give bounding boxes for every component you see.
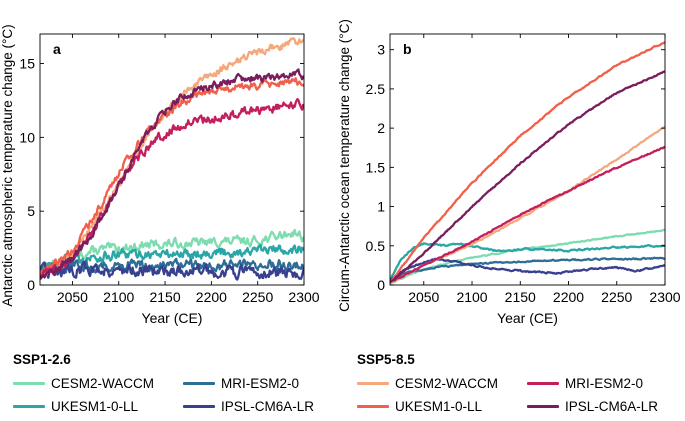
series-line-ssp585-mri-esm2-0	[390, 145, 665, 284]
legend-swatch	[13, 382, 45, 385]
x-tick-label: 2050	[408, 289, 439, 305]
x-tick-label: 2200	[553, 289, 584, 305]
panel-a: 2050 2100 2150 2200 2250 2300 0 5 10 15 Year (CE) A…	[0, 24, 320, 326]
legend-swatch	[527, 382, 559, 385]
x-tick-label: 2250	[601, 289, 632, 305]
legend-item-ssp585-mri: MRI-ESM2-0	[527, 376, 643, 391]
legend-item-ssp126-ipsl: IPSL-CM6A-LR	[183, 399, 314, 414]
legend-swatch	[13, 405, 45, 408]
y-tick-label: 2.5	[366, 81, 386, 97]
legend-item-ssp126-mri: MRI-ESM2-0	[183, 376, 299, 391]
x-tick-label: 2250	[242, 289, 273, 305]
legend-label: MRI-ESM2-0	[565, 376, 644, 391]
x-tick-label: 2300	[649, 289, 680, 305]
legend-label: IPSL-CM6A-LR	[565, 399, 659, 414]
y-axis-label: Antarctic atmospheric temperature change…	[0, 24, 15, 306]
x-tick-label: 2150	[149, 289, 180, 305]
y-tick-label: 15	[19, 56, 35, 72]
series-line-ssp585-ipsl-cm6a-lr	[390, 70, 665, 284]
series-group	[390, 41, 665, 285]
series-line-ssp585-ukesm1-0-ll	[390, 41, 665, 284]
legend-title-ssp126: SSP1-2.6	[13, 352, 71, 367]
x-tick-label: 2100	[103, 289, 134, 305]
panel-b: 2050 2100 2150 2200 2250 2300 0 0.5 1 1.5 2 2.5 3 Yea…	[337, 19, 681, 326]
legend-label: UKESM1-0-LL	[395, 399, 483, 414]
x-tick-label: 2300	[288, 289, 319, 305]
series-group	[40, 37, 304, 281]
legend-swatch	[527, 405, 559, 408]
legend-swatch	[357, 405, 389, 408]
series-line-ssp126-mri-esm2-0	[390, 256, 665, 282]
y-tick-label: 10	[19, 129, 35, 145]
panel-label: b	[403, 41, 412, 57]
series-line-ssp585-ukesm1-0-ll	[40, 77, 304, 275]
axes-frame	[39, 33, 305, 286]
legend-swatch	[357, 382, 389, 385]
series-line-ssp126-ukesm1-0-ll	[390, 242, 665, 282]
legend-label: CESM2-WACCM	[395, 376, 498, 391]
legend-swatch	[183, 382, 215, 385]
x-tick-label: 2200	[196, 289, 227, 305]
legend-label: MRI-ESM2-0	[221, 376, 300, 391]
x-tick-label: 2050	[57, 289, 88, 305]
legend-label: UKESM1-0-LL	[51, 399, 139, 414]
x-tick-label: 2100	[456, 289, 487, 305]
legend-item-ssp585-cesm2: CESM2-WACCM	[357, 376, 498, 391]
legend-label: CESM2-WACCM	[51, 376, 154, 391]
y-tick-label: 2	[377, 120, 385, 136]
legend-item-ssp585-ukesm: UKESM1-0-LL	[357, 399, 482, 414]
y-tick-label: 5	[27, 203, 35, 219]
legend-label: IPSL-CM6A-LR	[221, 399, 315, 414]
legend-item-ssp126-ukesm: UKESM1-0-LL	[13, 399, 138, 414]
series-line-ssp126-cesm2-waccm	[390, 228, 665, 285]
y-axis-label: Circum-Antarctic ocean temperature chang…	[337, 19, 352, 312]
panel-label: a	[53, 41, 61, 57]
y-tick-label: 0	[377, 277, 385, 293]
legend-item-ssp585-ipsl: IPSL-CM6A-LR	[527, 399, 658, 414]
y-tick-label: 1	[377, 199, 385, 215]
series-line-ssp126-ipsl-cm6a-lr	[40, 260, 304, 281]
x-tick-label: 2150	[505, 289, 536, 305]
legend-title-ssp585: SSP5-8.5	[357, 352, 415, 367]
legend-swatch	[183, 405, 215, 408]
series-line-ssp126-mri-esm2-0	[40, 257, 304, 276]
series-line-ssp585-ipsl-cm6a-lr	[40, 68, 304, 280]
y-tick-label: 1.5	[366, 159, 386, 175]
axes-frame	[389, 33, 666, 286]
y-tick-label: 0.5	[366, 238, 386, 254]
y-tick-label: 0	[27, 277, 35, 293]
legend-item-ssp126-cesm2: CESM2-WACCM	[13, 376, 154, 391]
x-axis-label: Year (CE)	[497, 310, 558, 326]
y-tick-label: 3	[377, 42, 385, 58]
x-axis-label: Year (CE)	[142, 310, 203, 326]
